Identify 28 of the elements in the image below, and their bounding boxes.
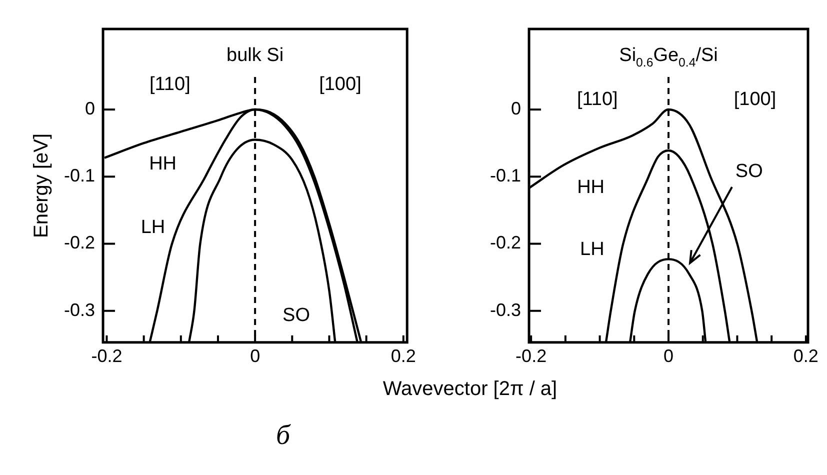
series-label: LH: [580, 238, 604, 260]
y-tick-label: -0.3: [490, 300, 522, 320]
y-tick-label: -0.1: [490, 166, 522, 186]
text: bulk Si: [226, 45, 284, 66]
series-label: LH: [140, 216, 166, 238]
text: SO: [735, 161, 763, 182]
y-tick-label: -0.2: [490, 232, 522, 253]
x-tick-label: -0.2: [516, 346, 547, 366]
annotation: [100]: [319, 74, 362, 96]
x-tick-label: 0: [664, 346, 674, 366]
y-tick-label: 0: [85, 98, 96, 118]
y-tick-label: -0.2: [64, 232, 96, 253]
x-tick-label: 0.2: [390, 346, 416, 366]
series-label: HH: [577, 177, 605, 198]
annotation: [110]: [576, 89, 618, 110]
x-tick-label: 0: [250, 346, 260, 366]
x-axis-title: Wavevector [2π / a]: [382, 378, 558, 401]
text: б: [276, 420, 290, 452]
y-axis-title: Energy [eV]: [30, 133, 53, 238]
y-tick-label: -0.3: [64, 300, 96, 320]
series-label: HH: [149, 153, 177, 174]
annotation: [100]: [734, 89, 776, 110]
y-tick-label: 0: [511, 98, 522, 118]
y-tick-label: -0.1: [64, 166, 96, 186]
series-label: SO: [282, 304, 310, 326]
annotation: [110]: [149, 74, 190, 96]
x-tick-label: -0.2: [91, 346, 122, 366]
x-tick-label: 0.2: [793, 346, 818, 366]
